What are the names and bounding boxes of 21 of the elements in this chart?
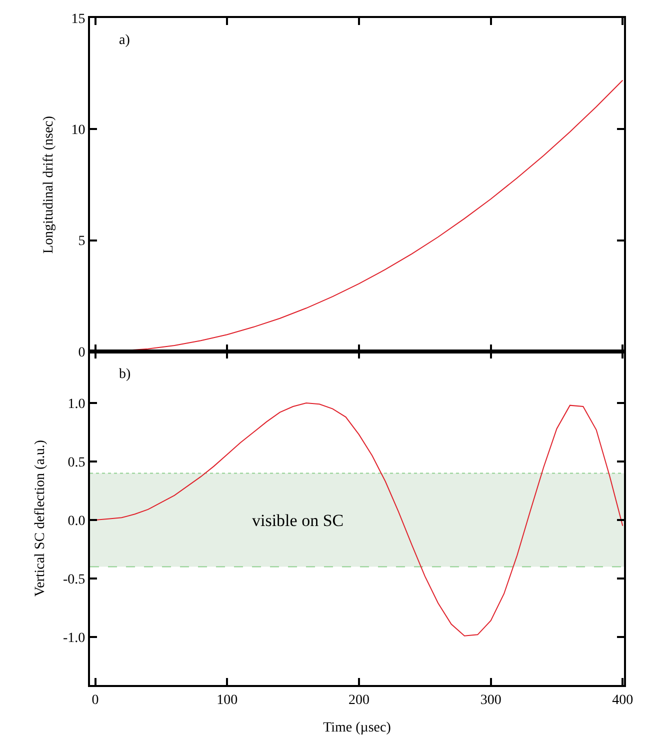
x-tick-label: 400 [612, 692, 634, 708]
y-tick-label: -0.5 [63, 572, 86, 588]
y-tick-label: 0 [78, 345, 86, 360]
x-tick-label: 0 [92, 692, 99, 708]
y-axis-title: Longitudinal drift (nsec) [41, 116, 56, 254]
y-tick-label: 5 [78, 234, 86, 250]
band-label: visible on SC [252, 511, 344, 530]
y-tick-label: 0.0 [68, 514, 86, 529]
x-tick-label: 200 [348, 692, 370, 708]
y-tick-label: -1.0 [63, 630, 86, 646]
x-tick-label: 300 [480, 692, 502, 708]
y-tick-label: 15 [71, 12, 86, 27]
y-axis-title: Vertical SC deflection (a.u.) [33, 440, 48, 597]
line-series [94, 402, 624, 636]
x-axis-title: Time (µsec) [323, 720, 392, 736]
y-tick-label: 0.5 [68, 455, 86, 470]
x-tick-label: 100 [216, 692, 238, 708]
annotation: b) [119, 367, 131, 382]
y-tick-label: 1.0 [68, 396, 86, 412]
annotation: a) [119, 33, 130, 48]
y-tick-label: 10 [71, 123, 86, 138]
